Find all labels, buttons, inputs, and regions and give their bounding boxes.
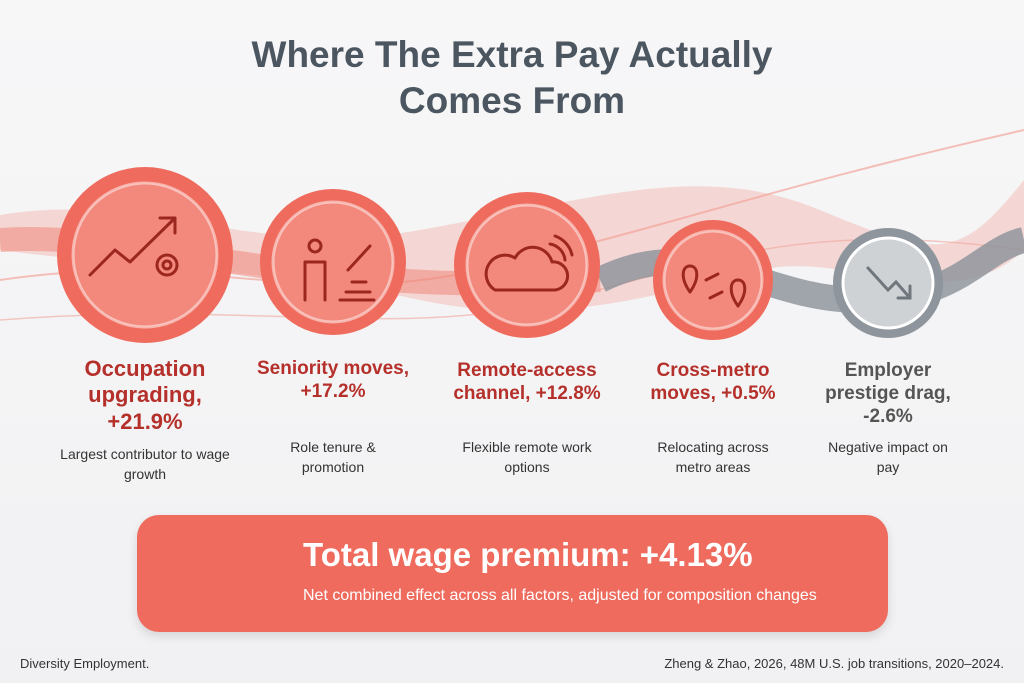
- factor-description: Role tenure & promotion: [290, 439, 376, 476]
- factor-description: Negative impact on pay: [828, 439, 948, 476]
- footer-right: Zheng & Zhao, 2026, 48M U.S. job transit…: [664, 656, 1004, 671]
- total-subtitle: Net combined effect across all factors, …: [303, 587, 817, 604]
- factor-label: Occupation upgrading, +21.9%: [84, 356, 206, 434]
- factor-label: Cross-metro moves, +0.5%: [650, 360, 776, 404]
- factor-description: Flexible remote work options: [462, 439, 592, 476]
- factor-label: Remote-access channel, +12.8%: [453, 360, 601, 404]
- total-title: Total wage premium: +4.13%: [303, 536, 753, 573]
- factor-label: Seniority moves, +17.2%: [256, 358, 410, 402]
- footer-left: Diversity Employment.: [20, 656, 150, 671]
- factor-label: Employer prestige drag, -2.6%: [825, 360, 951, 427]
- total-banner: [137, 515, 888, 632]
- factor-description: Largest contributor to wage growth: [60, 446, 230, 483]
- title: Where The Extra Pay Actually Comes From: [251, 34, 773, 121]
- factor-description: Relocating across metro areas: [657, 439, 769, 476]
